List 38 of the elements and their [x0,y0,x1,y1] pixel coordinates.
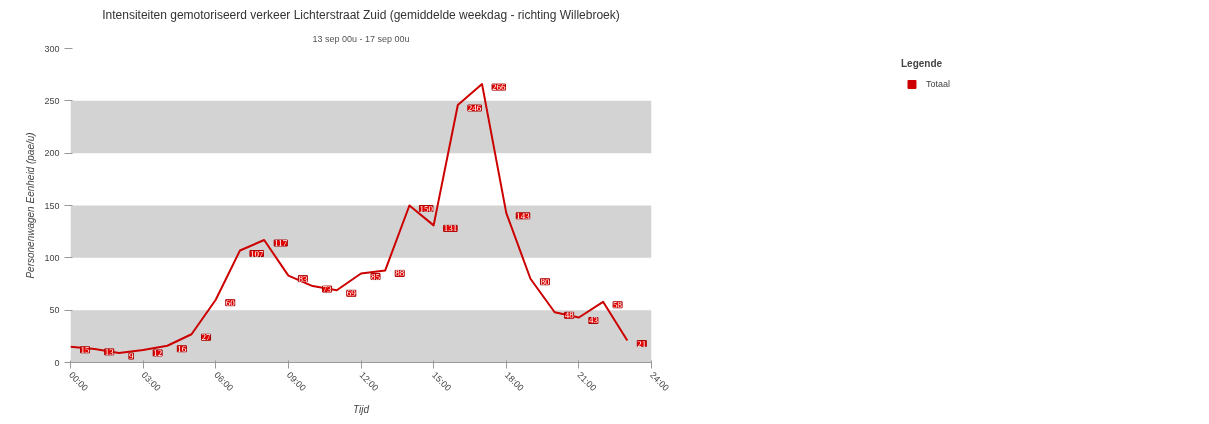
y-tick-label: 200 [44,148,60,159]
data-label: 88 [395,268,405,279]
data-label: 9 [128,351,134,362]
y-axis-title: Personenwagen Eenheid (pae/u) [25,132,37,279]
data-label: 80 [540,276,550,287]
data-label: 150 [419,203,434,214]
data-label: 16 [177,343,187,354]
data-label: 48 [564,310,575,321]
data-label: 60 [225,297,236,308]
data-label: 143 [516,210,531,221]
y-tick-label: 100 [44,252,60,263]
y-tick-label: 0 [54,357,60,368]
data-label: 12 [153,347,163,358]
data-label: 117 [274,238,288,249]
legend-label: Totaal [925,79,951,89]
data-label: 58 [613,299,623,310]
line-series [70,83,629,355]
data-label: 85 [371,271,381,282]
y-tick-label: 300 [44,43,60,54]
data-label: 266 [492,82,507,93]
chart-title: Intensiteiten gemotoriseerd verkeer Lichterstraat Zuid (gemiddelde weekdag - richting Willebroek) [102,7,620,22]
data-label: 131 [443,223,458,234]
data-label: 27 [201,332,212,343]
y-tick-label: 50 [49,305,60,316]
legend-title: Legende [900,58,944,69]
data-label: 83 [298,273,308,284]
x-axis-title: Tijd [352,404,370,416]
y-tick-label: 250 [44,95,60,106]
data-label: 21 [637,338,647,349]
data-label: 13 [104,346,115,357]
data-label: 73 [322,284,333,295]
data-label: 43 [588,315,599,326]
data-label: 107 [249,248,264,259]
y-tick-label: 150 [44,200,60,211]
chart-subtitle: 13 sep 00u - 17 sep 00u [312,33,410,44]
data-label: 246 [467,103,482,114]
data-label: 15 [80,344,90,355]
data-label: 69 [346,288,357,299]
